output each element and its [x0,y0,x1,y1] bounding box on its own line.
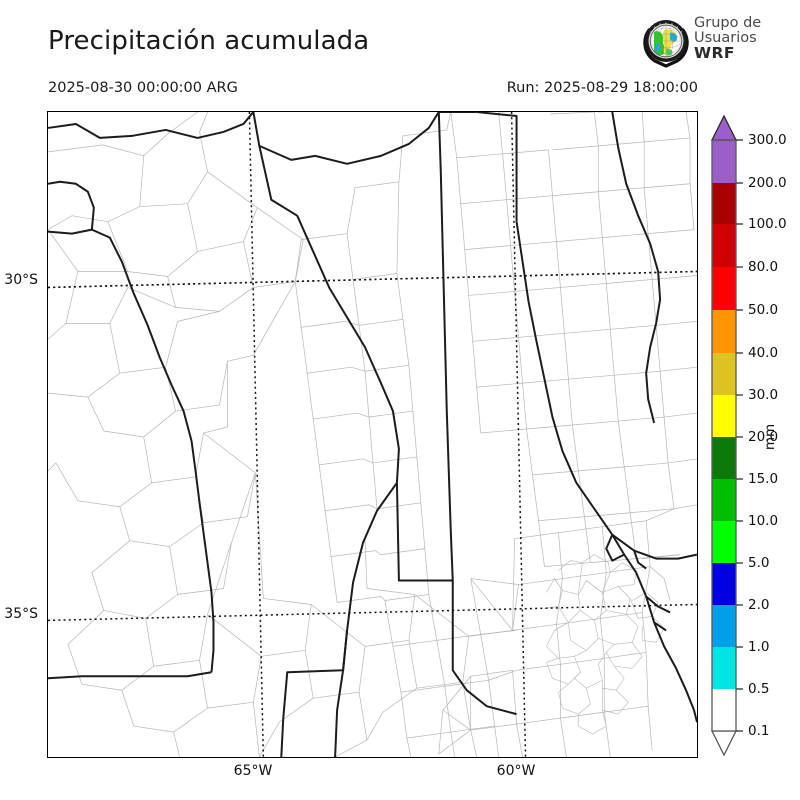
x-axis-tick-label-60W: 60°W [496,763,536,779]
cb-tick-label-50: 50.0 [748,302,779,318]
cb-seg-15.0-20.0 [712,437,736,479]
cb-tick-label-15: 15.0 [748,471,779,487]
cb-tick-label-20: 20.0 [748,429,779,445]
cb-tick-label-0.5: 0.5 [748,681,770,697]
colorbar-under-arrow [710,730,738,757]
cb-seg-0.5-1.0 [712,647,736,689]
cb-seg-10.0-15.0 [712,479,736,521]
x-axis-tick-label-65W: 65°W [233,763,273,779]
cb-tick-label-1: 1.0 [748,639,770,655]
cb-tick-label-30: 30.0 [748,387,779,403]
cb-seg-50.0-80.0 [712,267,736,310]
department-boundaries [48,112,697,757]
globe-emblem-icon [640,16,692,68]
cb-tick-label-80: 80.0 [748,259,779,275]
logo-line-2: Usuarios [694,29,757,46]
valid-time-label: 2025-08-30 00:00:00 ARG [48,80,238,96]
logo-line-3: WRF [694,43,735,62]
page-title: Precipitación acumulada [48,26,370,56]
colorbar-over-arrow [710,114,738,141]
cb-seg-0.1-0.5 [712,689,736,731]
cb-seg-100.0-200.0 [712,183,736,224]
cb-seg-40.0-50.0 [712,310,736,353]
run-time-label: Run: 2025-08-29 18:00:00 [506,80,698,96]
map-canvas[interactable] [47,111,698,758]
cb-seg-80.0-100.0 [712,224,736,267]
cb-tick-label-100: 100.0 [748,216,787,232]
cb-seg-200.0-300.0 [712,140,736,183]
cb-seg-20.0-30.0 [712,395,736,437]
cb-seg-2.0-5.0 [712,563,736,605]
wrf-user-group-logo: Grupo de Usuarios WRF [640,14,798,72]
province-boundaries [48,112,697,757]
colorbar-unit-label: mm [762,423,778,451]
cb-tick-label-300: 300.0 [748,132,787,148]
cb-seg-1.0-2.0 [712,605,736,647]
logo-line-1: Grupo de [694,15,762,31]
y-axis-tick-label-30S: 30°S [4,272,38,288]
y-axis-tick-label-35S: 35°S [4,606,38,622]
logo-text-block: Grupo de Usuarios WRF [694,16,761,61]
colorbar-ticks [736,139,743,732]
precipitation-colorbar[interactable] [710,114,743,757]
cb-tick-label-0.1: 0.1 [748,723,770,739]
cb-tick-label-200: 200.0 [748,175,787,191]
cb-tick-label-10: 10.0 [748,513,779,529]
cb-tick-label-2: 2.0 [748,597,770,613]
colorbar-outline [711,139,737,732]
graticule [48,112,697,757]
cb-tick-label-5: 5.0 [748,555,770,571]
cb-seg-5.0-10.0 [712,521,736,563]
cb-seg-30.0-40.0 [712,353,736,395]
cb-tick-label-40: 40.0 [748,345,779,361]
